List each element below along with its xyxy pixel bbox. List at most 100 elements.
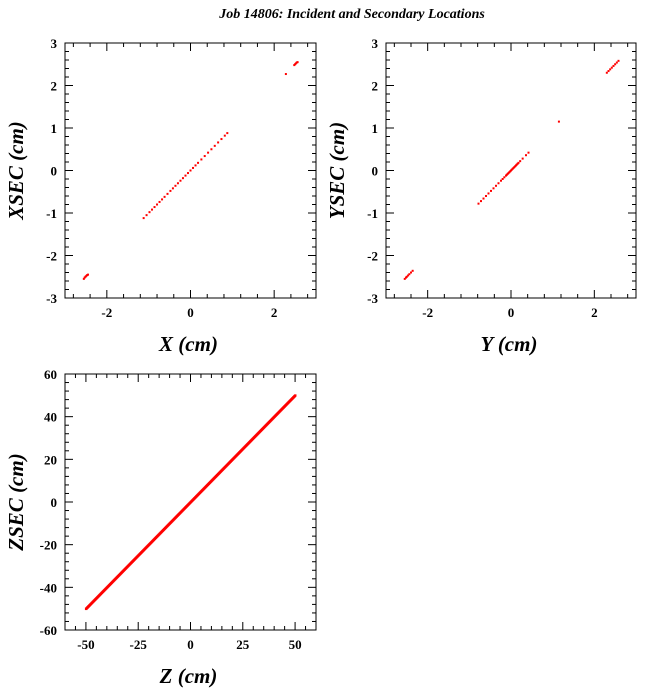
y-tick-label: 20 xyxy=(44,452,57,467)
y-tick-label: 60 xyxy=(44,367,57,382)
tick-labels: -2 0 2 -3 -2 -1 0 1 2 3 xyxy=(367,36,597,320)
y-tick-label: -3 xyxy=(367,291,378,306)
data-point xyxy=(217,141,220,144)
data-point xyxy=(612,64,615,67)
data-point xyxy=(519,160,522,163)
x-tick-label: -2 xyxy=(422,305,433,320)
panel-y-vs-ysec: -2 0 2 -3 -2 -1 0 1 2 3 Y (cm) YSEC (cm) xyxy=(325,36,637,356)
y-tick-label: 0 xyxy=(51,495,58,510)
data-point xyxy=(485,195,487,197)
data-point xyxy=(181,177,184,180)
data-point xyxy=(210,148,213,151)
data-point xyxy=(184,174,187,177)
y-axis-label: YSEC (cm) xyxy=(325,122,349,219)
data-point xyxy=(477,202,480,205)
data-point xyxy=(495,184,497,187)
data-point xyxy=(482,197,485,200)
data-point xyxy=(171,187,174,190)
y-tick-label: -2 xyxy=(367,249,378,264)
axis-ticks xyxy=(65,42,316,299)
y-axis-label: XSEC (cm) xyxy=(4,121,28,221)
data-point xyxy=(503,176,506,179)
axis-ticks xyxy=(64,373,317,631)
y-tick-label: -3 xyxy=(46,291,57,306)
data-point xyxy=(609,68,612,71)
data-point xyxy=(501,178,504,180)
data-point xyxy=(87,273,90,276)
data-point xyxy=(163,195,166,198)
scatter-points xyxy=(82,61,299,280)
data-point xyxy=(203,155,206,158)
data-point xyxy=(410,271,412,274)
data-point xyxy=(405,275,408,278)
data-point xyxy=(614,63,617,66)
tick-labels: -2 0 2 -3 -2 -1 0 1 2 3 xyxy=(46,36,277,320)
data-point xyxy=(179,179,182,182)
x-tick-label: 50 xyxy=(289,637,302,652)
y-tick-label: 3 xyxy=(51,36,58,51)
data-point xyxy=(200,158,203,161)
data-point xyxy=(557,120,560,123)
data-point xyxy=(517,161,520,164)
data-point xyxy=(194,164,197,167)
data-point xyxy=(617,59,620,62)
figure-title: Job 14806: Incident and Secondary Locati… xyxy=(218,7,485,22)
x-tick-label: 0 xyxy=(187,305,194,320)
x-tick-label: -50 xyxy=(77,637,94,652)
panel-z-vs-zsec: -50 -25 0 25 50 -60 -40 -20 0 20 40 60 Z (cm) ZSEC … xyxy=(4,367,317,688)
data-point xyxy=(161,198,164,201)
y-tick-label: 3 xyxy=(372,36,379,51)
data-point xyxy=(186,172,189,175)
data-point xyxy=(153,206,156,209)
data-point xyxy=(174,184,177,187)
data-point xyxy=(490,189,492,192)
y-tick-label: -1 xyxy=(46,206,57,221)
y-tick-label: 1 xyxy=(372,121,379,136)
data-point xyxy=(615,61,618,64)
y-tick-label: 0 xyxy=(372,164,379,179)
data-point xyxy=(226,132,229,135)
scatter-points xyxy=(84,394,297,611)
data-point xyxy=(197,161,200,164)
x-tick-label: -25 xyxy=(130,637,148,652)
x-tick-label: 0 xyxy=(508,305,515,320)
data-point xyxy=(480,200,482,203)
x-tick-label: 2 xyxy=(271,305,278,320)
data-point xyxy=(220,138,223,141)
data-point xyxy=(610,66,613,69)
data-point xyxy=(605,71,608,74)
scatter-points xyxy=(403,59,620,280)
data-point xyxy=(525,154,527,157)
data-point xyxy=(192,166,195,169)
data-point xyxy=(151,208,154,211)
data-point xyxy=(189,169,192,172)
y-tick-label: -60 xyxy=(40,623,57,638)
data-point xyxy=(607,70,610,73)
data-point xyxy=(411,269,414,272)
data-point xyxy=(145,214,148,217)
y-axis-label: ZSEC (cm) xyxy=(4,453,28,551)
y-tick-label: -1 xyxy=(367,206,378,221)
panel-x-vs-xsec: -2 0 2 -3 -2 -1 0 1 2 3 X (cm) XSEC (cm) xyxy=(4,36,317,356)
x-tick-label: 25 xyxy=(236,637,250,652)
data-point xyxy=(176,182,179,185)
data-point xyxy=(207,151,210,154)
y-tick-label: 1 xyxy=(51,121,58,136)
data-point xyxy=(527,151,530,154)
y-tick-label: 2 xyxy=(51,79,58,94)
data-point xyxy=(169,189,172,192)
data-point xyxy=(142,217,145,220)
x-axis-label: X (cm) xyxy=(158,332,218,356)
tick-labels: -50 -25 0 25 50 -60 -40 -20 0 20 40 60 xyxy=(40,367,302,652)
data-point xyxy=(492,187,495,190)
data-point xyxy=(521,157,524,160)
y-tick-label: -2 xyxy=(46,249,57,264)
x-tick-label: 0 xyxy=(187,637,194,652)
data-point xyxy=(500,179,502,182)
data-point xyxy=(408,273,411,276)
data-point xyxy=(296,61,299,64)
data-point xyxy=(166,192,169,195)
data-point xyxy=(294,394,297,397)
data-point xyxy=(156,203,159,206)
axis-ticks xyxy=(386,42,636,299)
